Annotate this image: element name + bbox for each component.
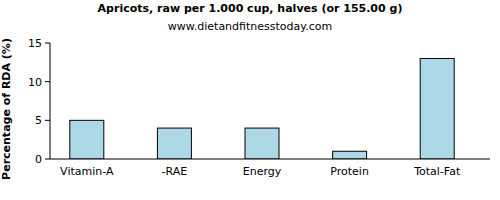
x-tick-label: -RAE <box>162 165 188 178</box>
x-axis <box>50 159 490 160</box>
x-tick-label: Protein <box>330 165 369 178</box>
y-tick <box>45 120 50 121</box>
x-tick-label: Vitamin-A <box>60 165 114 178</box>
y-axis <box>50 43 51 159</box>
title: Apricots, raw per 1.000 cup, halves (or … <box>98 2 403 15</box>
chart: Apricots, raw per 1.000 cup, halves (or … <box>0 0 500 200</box>
y-tick-label: 0 <box>35 153 42 166</box>
y-axis-label: Percentage of RDA (%) <box>0 38 13 180</box>
bar <box>157 128 191 159</box>
x-tick-label: Energy <box>243 165 282 178</box>
y-tick-label: 15 <box>28 37 42 50</box>
y-tick <box>45 159 50 160</box>
bar <box>70 120 104 159</box>
y-tick <box>45 81 50 82</box>
y-tick-label: 10 <box>28 76 42 89</box>
bar <box>420 58 454 159</box>
subtitle: www.dietandfitnesstoday.com <box>168 20 332 33</box>
bars <box>70 58 454 159</box>
bar <box>333 151 367 159</box>
x-tick-label: Total-Fat <box>413 165 461 178</box>
y-tick <box>45 43 50 44</box>
bar <box>245 128 279 159</box>
y-tick-label: 5 <box>35 114 42 127</box>
